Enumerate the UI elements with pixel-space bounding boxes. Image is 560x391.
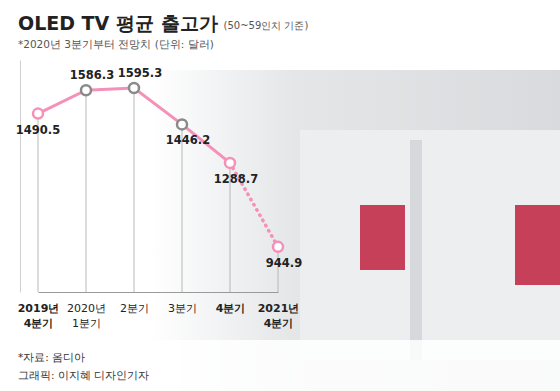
y-axis [20,61,21,293]
marker [177,119,187,129]
drop-line [134,88,135,292]
annotation: *2020년 3분기부터 전망치 (단위: 달러) [18,38,214,50]
drop-line [86,90,87,292]
building-panel [360,205,405,270]
x-tick: 2분기 [120,292,149,315]
x-tick: 2021년4분기 [258,292,300,330]
x-tick: 3분기 [168,292,197,315]
x-tick: 4분기 [216,292,246,315]
x-tick: 2020년1분기 [67,292,106,330]
marker [273,242,283,252]
line [38,88,230,163]
marker [81,85,91,95]
footer-band [0,340,560,391]
drop-line [182,124,183,292]
annotation: 그래픽: 이지혜 디자인기자 [18,369,149,381]
data-label: 1490.5 [16,123,60,137]
annotation: *자료: 옴디아 [18,351,85,363]
x-tick-label: 2020년1분기 [67,302,106,330]
x-tick-label: 3분기 [168,302,197,315]
building-column [410,140,422,360]
marker [129,83,139,93]
x-tick-label: 4분기 [216,302,246,315]
background [0,70,560,391]
chart: OLED TV 평균 출고가 (50~59인치 기준) *2020년 3분기부터 전… [0,0,560,391]
building-panel [515,205,560,285]
y-axis-line [20,61,21,293]
x-axis-line [39,292,279,293]
x-tick-label: 2분기 [120,302,149,315]
data-label: 1446.2 [166,133,210,147]
data-label: 1586.3 [70,68,114,82]
x-tick-label: 2019년4분기 [18,302,60,330]
data-label: 1595.3 [118,66,162,80]
title: OLED TV 평균 출고가 [18,12,218,34]
drop-line [38,114,39,292]
data-label: 1288.7 [214,172,258,186]
data-label: 944.9 [266,256,302,270]
subtitle: (50~59인치 기준) [224,20,309,31]
x-tick-label: 2021년4분기 [258,302,300,330]
marker [33,109,43,119]
x-tick: 2019년4분기 [18,292,60,330]
building [300,130,560,360]
plot-area [33,83,283,292]
x-axis: 2019년4분기2020년1분기 2분기 3분기 4분기 2021년4분기 [18,292,300,330]
marker [225,158,235,168]
